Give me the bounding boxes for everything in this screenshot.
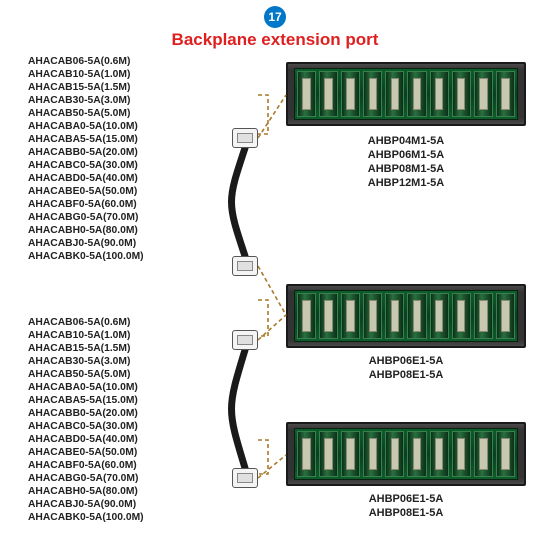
rack-label: AHBP08E1-5A bbox=[326, 506, 486, 520]
backplane-rack-ext-1 bbox=[286, 284, 526, 348]
rack-label: AHBP04M1-5A bbox=[326, 134, 486, 148]
rack-labels-ext-1: AHBP06E1-5A AHBP08E1-5A bbox=[326, 354, 486, 382]
cable-list-top: AHACAB06-5A(0.6M) AHACAB10-5A(1.0M) AHAC… bbox=[28, 55, 144, 263]
list-item: AHACABB0-5A(20.0M) bbox=[28, 407, 144, 420]
list-item: AHACAB06-5A(0.6M) bbox=[28, 316, 144, 329]
rack-label: AHBP12M1-5A bbox=[326, 176, 486, 190]
rack-slots bbox=[294, 428, 518, 480]
rack-label: AHBP06E1-5A bbox=[326, 492, 486, 506]
rack-slots bbox=[294, 290, 518, 342]
list-item: AHACAB06-5A(0.6M) bbox=[28, 55, 144, 68]
list-item: AHACABG0-5A(70.0M) bbox=[28, 472, 144, 485]
cable-connector-icon bbox=[232, 468, 258, 488]
cable-connector-icon bbox=[232, 128, 258, 148]
rack-slots bbox=[294, 68, 518, 120]
list-item: AHACABK0-5A(100.0M) bbox=[28, 250, 144, 263]
list-item: AHACAB50-5A(5.0M) bbox=[28, 107, 144, 120]
step-badge-row: 17 bbox=[0, 6, 550, 28]
list-item: AHACABC0-5A(30.0M) bbox=[28, 159, 144, 172]
cable-list-bottom: AHACAB06-5A(0.6M) AHACAB10-5A(1.0M) AHAC… bbox=[28, 316, 144, 524]
cable-connector-icon bbox=[232, 330, 258, 350]
list-item: AHACAB10-5A(1.0M) bbox=[28, 329, 144, 342]
rack-label: AHBP06E1-5A bbox=[326, 354, 486, 368]
cable-connector-icon bbox=[232, 256, 258, 276]
backplane-rack-main bbox=[286, 62, 526, 126]
list-item: AHACABG0-5A(70.0M) bbox=[28, 211, 144, 224]
rack-labels-ext-2: AHBP06E1-5A AHBP08E1-5A bbox=[326, 492, 486, 520]
rack-label: AHBP08M1-5A bbox=[326, 162, 486, 176]
list-item: AHACAB15-5A(1.5M) bbox=[28, 81, 144, 94]
rack-label: AHBP08E1-5A bbox=[326, 368, 486, 382]
list-item: AHACABF0-5A(60.0M) bbox=[28, 198, 144, 211]
list-item: AHACABK0-5A(100.0M) bbox=[28, 511, 144, 524]
list-item: AHACABD0-5A(40.0M) bbox=[28, 172, 144, 185]
backplane-rack-ext-2 bbox=[286, 422, 526, 486]
page-title: Backplane extension port bbox=[0, 30, 550, 50]
list-item: AHACAB50-5A(5.0M) bbox=[28, 368, 144, 381]
list-item: AHACABH0-5A(80.0M) bbox=[28, 485, 144, 498]
list-item: AHACABJ0-5A(90.0M) bbox=[28, 498, 144, 511]
list-item: AHACABA5-5A(15.0M) bbox=[28, 394, 144, 407]
list-item: AHACABA0-5A(10.0M) bbox=[28, 120, 144, 133]
rack-labels-main: AHBP04M1-5A AHBP06M1-5A AHBP08M1-5A AHBP… bbox=[326, 134, 486, 190]
list-item: AHACABA5-5A(15.0M) bbox=[28, 133, 144, 146]
rack-label: AHBP06M1-5A bbox=[326, 148, 486, 162]
list-item: AHACABB0-5A(20.0M) bbox=[28, 146, 144, 159]
list-item: AHACAB10-5A(1.0M) bbox=[28, 68, 144, 81]
list-item: AHACABH0-5A(80.0M) bbox=[28, 224, 144, 237]
list-item: AHACABC0-5A(30.0M) bbox=[28, 420, 144, 433]
list-item: AHACAB30-5A(3.0M) bbox=[28, 94, 144, 107]
list-item: AHACABJ0-5A(90.0M) bbox=[28, 237, 144, 250]
list-item: AHACABD0-5A(40.0M) bbox=[28, 433, 144, 446]
list-item: AHACAB30-5A(3.0M) bbox=[28, 355, 144, 368]
list-item: AHACABF0-5A(60.0M) bbox=[28, 459, 144, 472]
list-item: AHACABE0-5A(50.0M) bbox=[28, 446, 144, 459]
step-badge: 17 bbox=[264, 6, 286, 28]
list-item: AHACABE0-5A(50.0M) bbox=[28, 185, 144, 198]
list-item: AHACABA0-5A(10.0M) bbox=[28, 381, 144, 394]
list-item: AHACAB15-5A(1.5M) bbox=[28, 342, 144, 355]
